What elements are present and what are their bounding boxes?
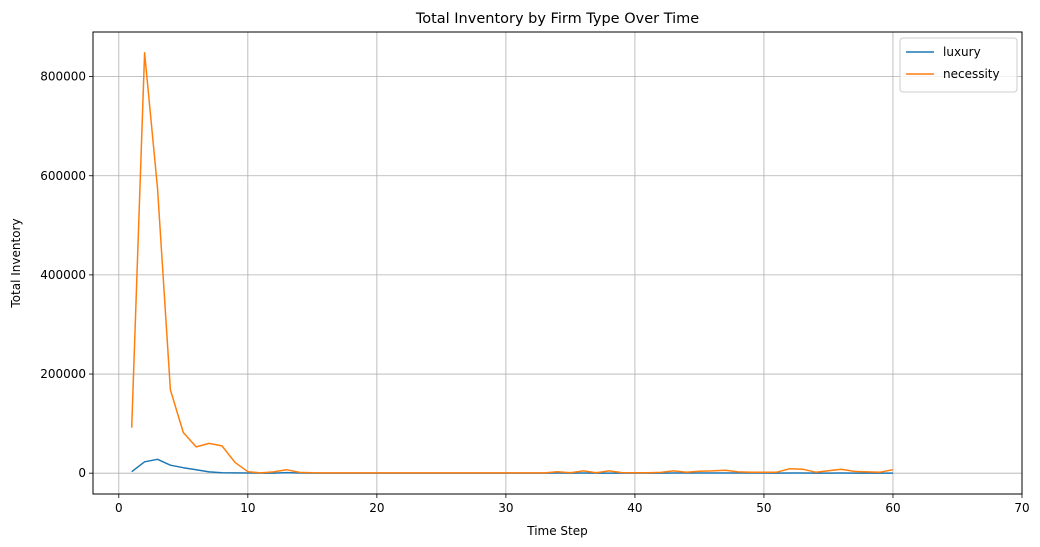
x-tick-label: 60 xyxy=(885,501,900,515)
chart-title: Total Inventory by Firm Type Over Time xyxy=(415,11,699,27)
legend-label-necessity: necessity xyxy=(943,67,1000,81)
y-tick-label: 0 xyxy=(78,466,86,480)
y-axis: 0 200000 400000 600000 800000 xyxy=(40,70,93,480)
x-tick-label: 40 xyxy=(627,501,642,515)
x-tick-label: 20 xyxy=(369,501,384,515)
legend-label-luxury: luxury xyxy=(943,45,981,59)
y-tick-label: 800000 xyxy=(40,70,86,84)
series-line-necessity xyxy=(130,52,894,474)
series-group xyxy=(130,52,894,474)
y-axis-title: Total Inventory xyxy=(9,218,23,308)
y-tick-label: 400000 xyxy=(40,268,86,282)
x-tick-label: 70 xyxy=(1014,501,1029,515)
x-axis-title: Time Step xyxy=(526,524,588,538)
legend: luxury necessity xyxy=(899,37,1018,93)
x-tick-label: 10 xyxy=(240,501,255,515)
x-tick-label: 30 xyxy=(498,501,513,515)
y-tick-label: 600000 xyxy=(40,169,86,183)
x-axis: 0 10 20 30 40 50 60 70 xyxy=(115,494,1030,515)
plot-frame xyxy=(92,31,1023,495)
x-tick-label: 50 xyxy=(756,501,771,515)
y-tick-label: 200000 xyxy=(40,367,86,381)
x-tick-label: 0 xyxy=(115,501,123,515)
